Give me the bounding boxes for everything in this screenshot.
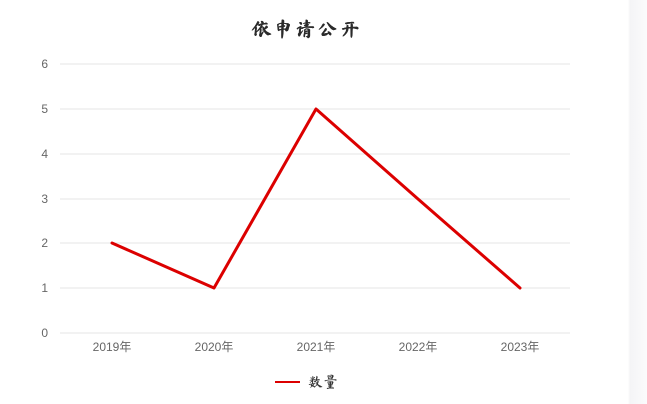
svg-text:2019年: 2019年	[93, 340, 132, 354]
svg-text:2021年: 2021年	[297, 340, 336, 354]
svg-text:5: 5	[41, 102, 48, 116]
svg-text:2: 2	[41, 236, 48, 250]
svg-text:2023年: 2023年	[501, 340, 540, 354]
svg-text:2022年: 2022年	[399, 340, 438, 354]
svg-text:3: 3	[41, 192, 48, 206]
svg-text:0: 0	[41, 326, 48, 340]
svg-text:1: 1	[41, 281, 48, 295]
svg-text:2020年: 2020年	[195, 340, 234, 354]
svg-text:4: 4	[41, 147, 48, 161]
svg-text:6: 6	[41, 57, 48, 71]
